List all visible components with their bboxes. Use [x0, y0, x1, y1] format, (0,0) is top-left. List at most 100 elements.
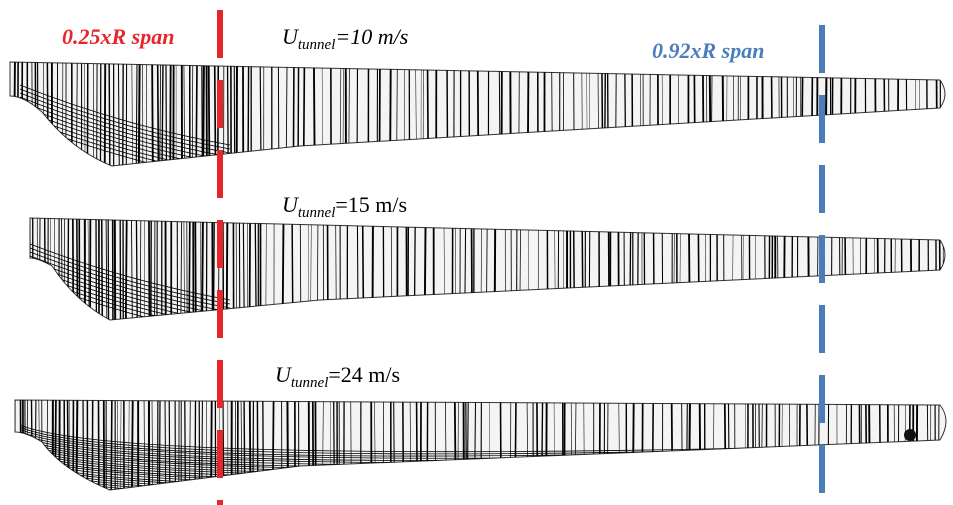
streakline [202, 210, 203, 325]
streakline [149, 210, 150, 325]
streakline [845, 210, 846, 325]
streakline [919, 55, 920, 170]
streakline [372, 210, 373, 325]
streakline [563, 210, 564, 325]
streakline [203, 55, 204, 170]
streakline [644, 210, 645, 325]
figure: 0.25xR span 0.92xR span Utunnel=10 m/s U… [0, 0, 953, 505]
streakline [880, 395, 881, 495]
streakline [831, 210, 832, 325]
streakline [528, 55, 529, 170]
streakline [652, 395, 653, 495]
streakline [672, 395, 673, 495]
streakline [314, 55, 315, 170]
streakline [105, 55, 106, 170]
streakline [662, 210, 663, 325]
streakline [765, 210, 766, 325]
streakline [826, 55, 827, 170]
panel-label: Utunnel=24 m/s [275, 362, 400, 391]
streakline [875, 55, 876, 170]
streakline [293, 55, 294, 170]
streakline [215, 55, 216, 170]
streakline [574, 55, 575, 170]
streakline [427, 55, 428, 170]
streakline [859, 395, 860, 495]
streakline [357, 210, 358, 325]
streakline [624, 210, 625, 325]
root-span-label: 0.25xR span [62, 24, 174, 49]
streakline [455, 395, 456, 495]
streakline [839, 210, 840, 325]
streakline [812, 55, 813, 170]
streakline [608, 210, 609, 325]
streakline [759, 395, 760, 495]
streakline [313, 395, 314, 495]
streakline [927, 55, 928, 170]
streakline [784, 210, 785, 325]
streakline [465, 210, 466, 325]
blades [10, 55, 946, 502]
value: =10 m/s [335, 24, 408, 49]
streakline [250, 210, 251, 325]
streakline [102, 210, 103, 325]
streakline [869, 395, 870, 495]
streakline [808, 210, 809, 325]
streakline [851, 395, 852, 495]
panel-label: Utunnel=15 m/s [282, 192, 407, 221]
streakline [866, 395, 867, 495]
streakline [520, 210, 521, 325]
streakline [723, 55, 724, 170]
streakline [77, 210, 78, 325]
tip-span-label: 0.92xR span [652, 38, 764, 63]
streakline [909, 395, 910, 495]
streakline [169, 395, 170, 495]
streakline [515, 395, 516, 495]
streakline [842, 210, 843, 325]
vortex [904, 429, 916, 441]
streakline [195, 210, 196, 325]
streakline [917, 395, 918, 495]
streakline [471, 210, 472, 325]
streakline [68, 210, 69, 325]
streakline [832, 55, 833, 170]
streakline [703, 55, 704, 170]
streakline [196, 55, 197, 170]
streakline [152, 55, 153, 170]
streakline [109, 55, 110, 170]
value: =24 m/s [328, 362, 400, 387]
streakline [18, 55, 19, 170]
streakline [447, 55, 448, 170]
streakline [841, 55, 842, 170]
streakline [605, 55, 606, 170]
streakline [711, 55, 712, 170]
streakline [779, 55, 780, 170]
streakline [132, 395, 133, 495]
streakline [911, 210, 912, 325]
streakline [901, 210, 902, 325]
streakline [486, 210, 487, 325]
streakline [878, 210, 879, 325]
streakline [213, 210, 214, 325]
streakline [630, 210, 631, 325]
streakline [582, 210, 583, 325]
streakline [287, 395, 288, 495]
streakline [694, 55, 695, 170]
streakline [304, 55, 305, 170]
streakline [727, 55, 728, 170]
streakline [589, 210, 590, 325]
streakline [710, 55, 711, 170]
streakline [689, 395, 690, 495]
streakline [158, 55, 159, 170]
streakline [478, 55, 479, 170]
streakline [700, 395, 701, 495]
streakline [542, 395, 543, 495]
streakline [298, 55, 299, 170]
streakline [633, 395, 634, 495]
streakline [334, 395, 335, 495]
subscript: tunnel [291, 375, 329, 391]
streakline [390, 55, 391, 170]
streakline [625, 55, 626, 170]
streakline [602, 55, 603, 170]
streakline [779, 395, 780, 495]
streakline [678, 55, 679, 170]
